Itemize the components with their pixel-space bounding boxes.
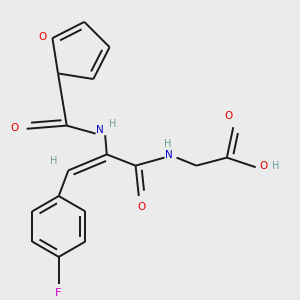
Text: O: O: [138, 202, 146, 212]
Text: N: N: [165, 150, 173, 160]
Text: O: O: [260, 160, 268, 171]
Text: N: N: [97, 125, 104, 135]
Text: O: O: [39, 32, 47, 41]
Text: O: O: [224, 111, 232, 121]
Text: H: H: [50, 157, 58, 166]
Text: H: H: [164, 139, 171, 149]
Text: H: H: [110, 119, 117, 129]
Text: F: F: [55, 288, 61, 298]
Text: H: H: [272, 160, 279, 171]
Text: O: O: [11, 123, 19, 133]
